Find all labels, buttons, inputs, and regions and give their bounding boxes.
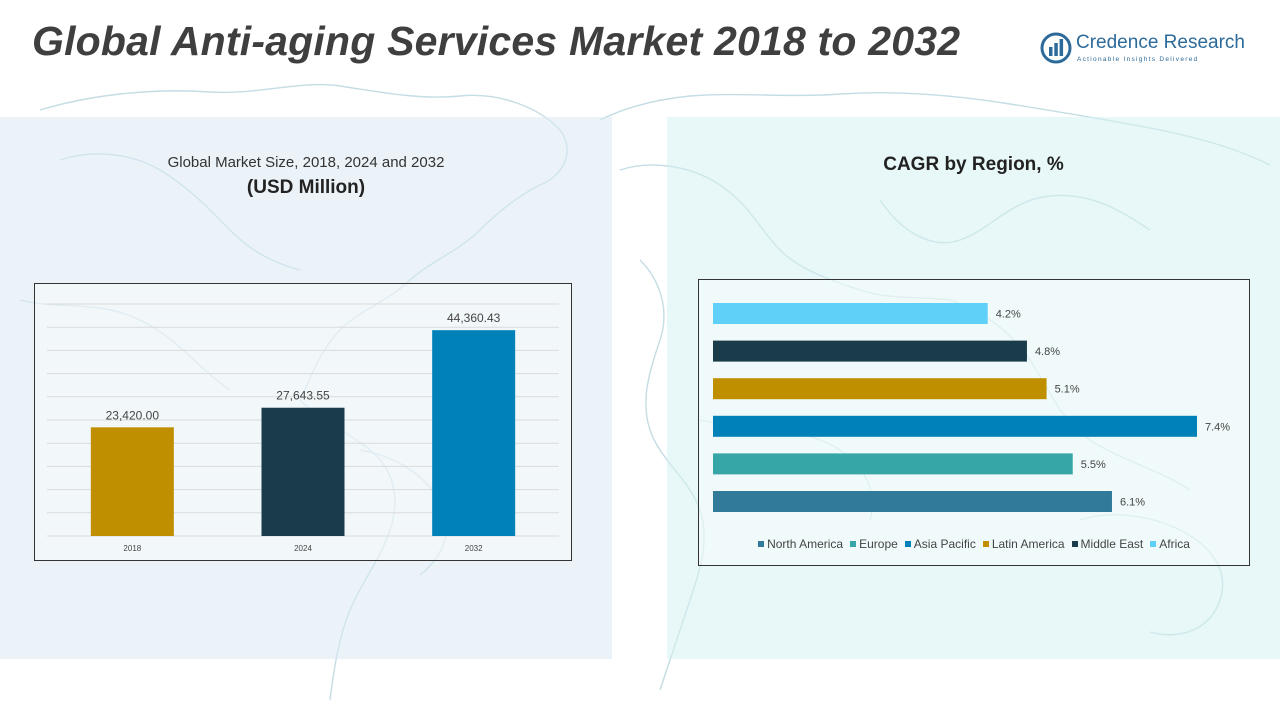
bar-value-label: 4.8% bbox=[1035, 346, 1060, 358]
legend-swatch bbox=[1071, 541, 1078, 547]
bar-value-label: 7.4% bbox=[1205, 421, 1230, 433]
bar-value-label: 5.5% bbox=[1081, 459, 1106, 471]
cagr-title: CAGR by Region, % bbox=[883, 154, 1064, 175]
bar-asia-pacific bbox=[713, 415, 1197, 437]
x-tick-label: 2024 bbox=[294, 544, 312, 553]
bar-2024 bbox=[261, 407, 345, 536]
market-size-unit: (USD Million) bbox=[246, 177, 366, 198]
bar-value-label: 4.2% bbox=[996, 309, 1021, 321]
bar-latin-america bbox=[713, 378, 1047, 400]
legend-item: Latin America bbox=[982, 537, 1065, 551]
legend-label: Asia Pacific bbox=[913, 537, 976, 551]
market-size-subtitle: Global Market Size, 2018, 2024 and 2032 bbox=[167, 154, 445, 171]
bar-value-label: 23,420.00 bbox=[106, 408, 160, 422]
bar-value-label: 5.1% bbox=[1055, 384, 1080, 396]
legend-item: Middle East bbox=[1071, 537, 1144, 551]
legend-item: North America bbox=[758, 537, 843, 551]
bar-europe bbox=[713, 453, 1073, 475]
legend-label: Europe bbox=[859, 537, 898, 551]
legend-label: Africa bbox=[1159, 537, 1190, 551]
bar-africa bbox=[713, 303, 988, 324]
logo-tagline: Actionable Insights Delivered bbox=[1077, 56, 1199, 63]
credence-research-logo: Credence Research Actionable Insights De… bbox=[1040, 30, 1260, 70]
page-title: Global Anti-aging Services Market 2018 t… bbox=[32, 18, 961, 64]
legend-label: Latin America bbox=[991, 537, 1065, 551]
logo-name: Credence Research bbox=[1076, 32, 1245, 53]
legend-label: Middle East bbox=[1080, 537, 1144, 551]
bar-middle-east bbox=[713, 340, 1027, 362]
legend-swatch bbox=[850, 541, 857, 547]
cagr-chart: 4.2% 4.8% 5.1% 7.4% 5.5% 6.1% North America Eu… bbox=[698, 279, 1250, 566]
legend-item: Africa bbox=[1150, 537, 1190, 551]
bar-north-america bbox=[713, 491, 1112, 512]
bar-value-label: 27,643.55 bbox=[276, 389, 330, 403]
legend-label: North America bbox=[767, 537, 844, 551]
legend-swatch bbox=[904, 541, 911, 547]
cagr-legend: North America Europe Asia Pacific Latin Ame… bbox=[699, 537, 1249, 551]
market-size-chart: 23,420.00 2018 27,643.55 2024 44,360.43 2032 bbox=[34, 283, 572, 561]
x-tick-label: 2032 bbox=[465, 544, 483, 553]
legend-item: Europe bbox=[850, 537, 898, 551]
legend-swatch bbox=[982, 541, 989, 547]
bar-2018 bbox=[90, 427, 174, 536]
logo-chart-icon bbox=[1040, 32, 1072, 64]
cagr-chart-svg: 4.2% 4.8% 5.1% 7.4% 5.5% 6.1% bbox=[713, 303, 1230, 512]
legend-item: Asia Pacific bbox=[904, 537, 976, 551]
x-tick-label: 2018 bbox=[123, 544, 141, 553]
legend-swatch bbox=[758, 541, 765, 547]
legend-swatch bbox=[1150, 541, 1157, 547]
market-size-chart-svg: 23,420.00 2018 27,643.55 2024 44,360.43 2032 bbox=[47, 303, 559, 553]
bar-value-label: 6.1% bbox=[1120, 497, 1145, 509]
bar-2032 bbox=[432, 330, 516, 536]
bar-value-label: 44,360.43 bbox=[447, 311, 501, 325]
